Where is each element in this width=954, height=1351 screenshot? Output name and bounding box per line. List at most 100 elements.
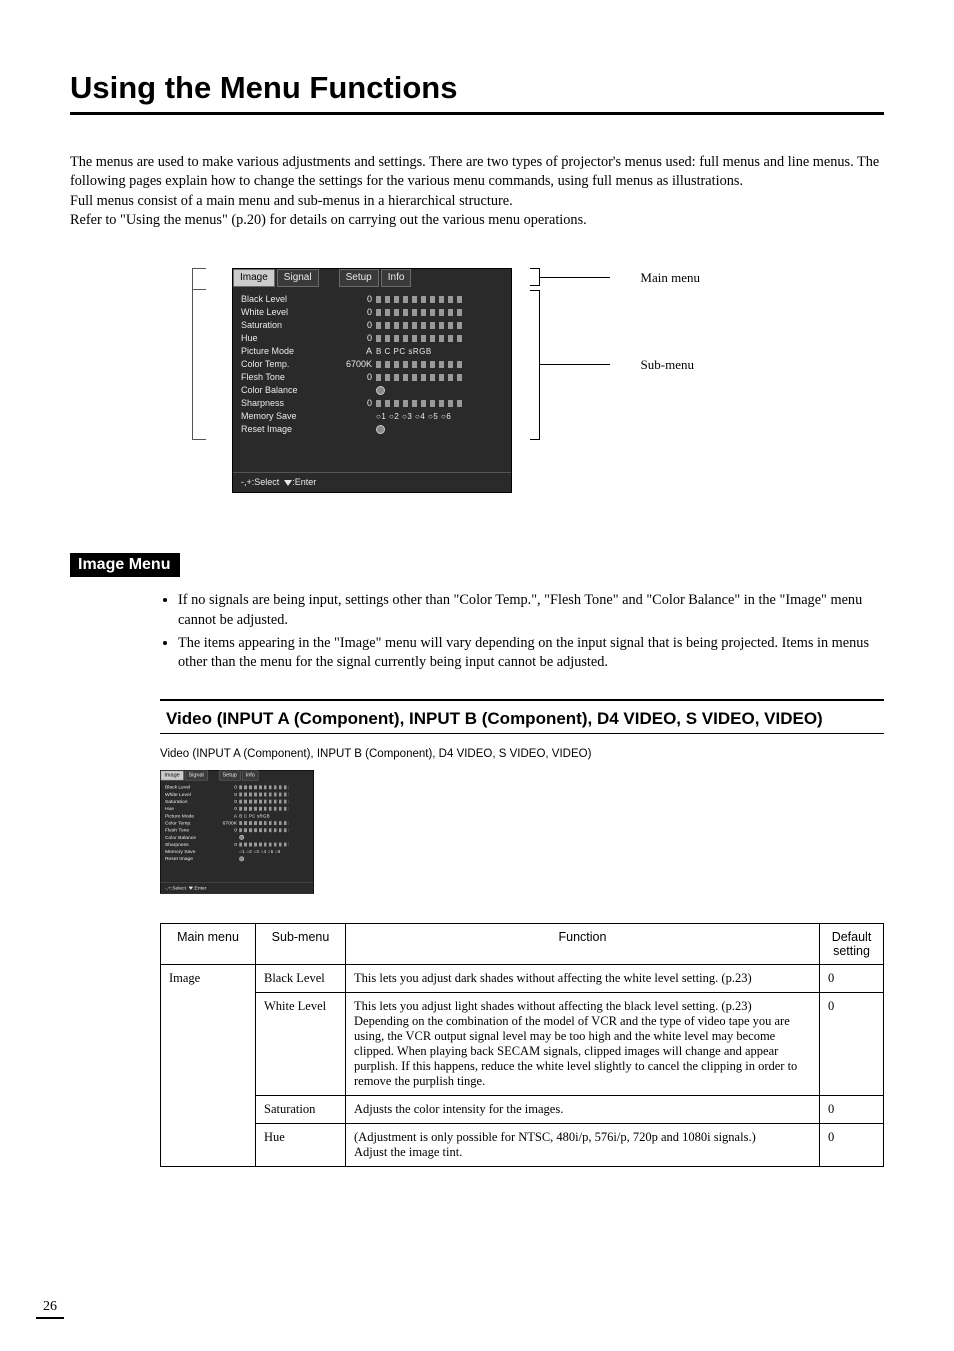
menu-row-options: ○1 ○2 ○3 ○4 ○5 ○6 [376,412,451,422]
menu-footer-enter: :Enter [292,477,316,487]
menu-row: Flesh Tone0 [241,371,503,384]
cell-function: This lets you adjust light shades withou… [346,992,820,1095]
menu-box-small: Image Signal Setup Info Black Level0Whit… [160,770,314,894]
menu-thumbnail: Image Signal Setup Info Black Level0Whit… [160,770,884,905]
page-title: Using the Menu Functions [70,70,884,106]
table-row: Hue(Adjustment is only possible for NTSC… [161,1123,884,1166]
menu-row: Flesh Tone0 [165,826,309,833]
cell-sub-menu: Saturation [256,1095,346,1123]
enter-icon [239,835,244,840]
cell-default: 0 [820,1123,884,1166]
thumb-footer-enter: :Enter [193,885,206,891]
cell-function: This lets you adjust dark shades without… [346,964,820,992]
menu-row-value: 0 [217,805,239,811]
menu-row-label: Flesh Tone [241,372,336,383]
menu-row: Color Temp.6700K [241,358,503,371]
menu-row-label: Memory Save [241,411,336,422]
menu-row: Picture ModeAB C PC sRGB [165,812,309,819]
bracket-decor [192,268,206,290]
menu-row: Sharpness0 [165,841,309,848]
menu-row-options: B C PC sRGB [376,347,432,357]
menu-row-value: 0 [217,841,239,847]
bullet-0: If no signals are being input, settings … [178,591,874,630]
slider-bar-icon [239,785,289,789]
thumb-tab-signal: Signal [185,770,208,780]
menu-row-value: A [336,346,376,357]
menu-row: Sharpness0 [241,397,503,410]
menu-row: Reset Image [241,423,503,436]
image-menu-bullets: If no signals are being input, settings … [178,591,874,672]
cell-function: Adjusts the color intensity for the imag… [346,1095,820,1123]
th-default: Default setting [820,923,884,964]
slider-bar-icon [376,335,466,342]
callout-main-menu: Main menu [640,270,700,286]
cell-default: 0 [820,1095,884,1123]
th-function: Function [346,923,820,964]
menu-footer: -,+:Select :Enter [233,472,511,492]
menu-tab-setup: Setup [339,269,379,287]
menu-row: Saturation0 [241,319,503,332]
menu-row-label: Saturation [241,320,336,331]
table-header-row: Main menu Sub-menu Function Default sett… [161,923,884,964]
menu-row-label: White Level [241,307,336,318]
slider-bar-icon [239,842,289,846]
menu-row: Reset Image [165,855,309,862]
menu-row-label: Hue [241,333,336,344]
menu-row: White Level0 [165,791,309,798]
bullet-1: The items appearing in the "Image" menu … [178,634,874,673]
menu-row-value: 0 [336,320,376,331]
menu-row: Black Level0 [165,783,309,790]
slider-bar-icon [239,792,289,796]
menu-row-label: Reset Image [165,855,217,861]
enter-icon [376,425,385,434]
thumb-tab-image: Image [161,770,184,780]
menu-tab-info: Info [381,269,412,287]
menu-row-value: 0 [336,294,376,305]
menu-row-value: 0 [217,798,239,804]
slider-bar-icon [376,296,466,303]
menu-row-label: Picture Mode [165,812,217,818]
table-row: SaturationAdjusts the color intensity fo… [161,1095,884,1123]
enter-icon [376,386,385,395]
menu-row-label: Hue [165,805,217,811]
menu-row-options: B C PC sRGB [239,813,270,819]
menu-row: White Level0 [241,306,503,319]
menu-row-label: Reset Image [241,424,336,435]
menu-row: Hue0 [241,332,503,345]
menu-row-label: Color Balance [165,834,217,840]
intro-block: The menus are used to make various adjus… [70,153,884,230]
table-row: ImageBlack LevelThis lets you adjust dar… [161,964,884,992]
menu-row-label: Flesh Tone [165,827,217,833]
slider-bar-icon [376,361,466,368]
thumb-footer-text: -,+:Select [165,885,189,891]
cell-sub-menu: Hue [256,1123,346,1166]
table-row: White LevelThis lets you adjust light sh… [161,992,884,1095]
slider-bar-icon [376,374,466,381]
menu-row-value: 0 [336,372,376,383]
image-menu-badge: Image Menu [70,553,180,577]
slider-bar-icon [239,806,289,810]
menu-row-value: 6700K [336,359,376,370]
menu-row-label: Black Level [241,294,336,305]
menu-row-label: White Level [165,791,217,797]
menu-footer-text: -,+:Select [241,477,284,487]
menu-row: Color Balance [165,833,309,840]
menu-row-label: Memory Save [165,848,217,854]
th-main-menu: Main menu [161,923,256,964]
intro-line-2: Refer to "Using the menus" (p.20) for de… [70,211,884,230]
page-number: 26 [36,1299,64,1319]
menu-row: Black Level0 [241,293,503,306]
menu-row-value: 0 [336,307,376,318]
menu-row: Memory Save○1 ○2 ○3 ○4 ○5 ○6 [165,848,309,855]
cell-main-menu: Image [161,964,256,992]
cell-sub-menu: Black Level [256,964,346,992]
enter-icon [239,856,244,861]
menu-row-label: Color Balance [241,385,336,396]
menu-row: Memory Save ○1 ○2 ○3 ○4 ○5 ○6 [241,410,503,423]
menu-row-label: Black Level [165,784,217,790]
menu-row-label: Sharpness [165,841,217,847]
cell-main-menu [161,1095,256,1123]
cell-main-menu [161,1123,256,1166]
cell-sub-menu: White Level [256,992,346,1095]
cell-main-menu [161,992,256,1095]
